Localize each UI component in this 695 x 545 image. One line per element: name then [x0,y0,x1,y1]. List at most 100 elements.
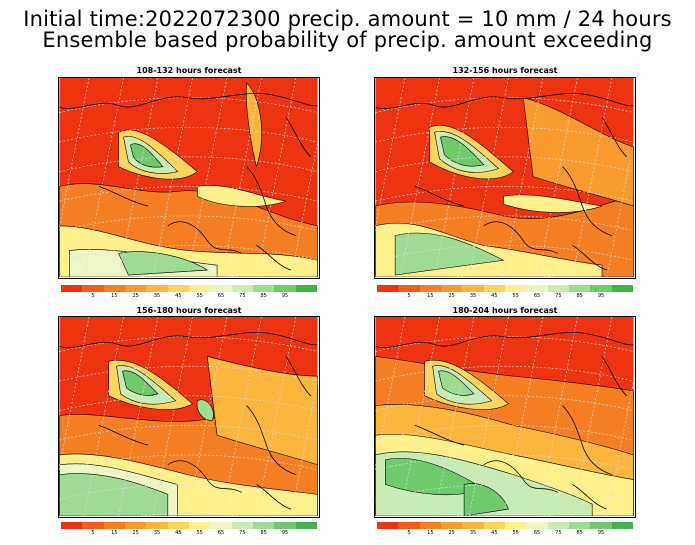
colorbar-tick-label: 15 [111,293,118,299]
colorbar-tick-label: 55 [512,530,519,536]
colorbar-swatch [440,522,463,529]
colorbar-swatch [210,285,232,292]
panel-title-2: 132-156 hours forecast [452,66,558,75]
colorbar-tick-label: 25 [448,530,455,536]
colorbar-swatch [590,285,612,292]
colorbar-tick-label: 5 [407,530,411,536]
colorbar-tick-label: 35 [153,530,161,536]
colorbar-swatch [274,285,296,292]
colorbar-tick-label: 95 [281,530,289,536]
colorbar-swatch [568,522,591,529]
colorbar-swatch [103,522,125,529]
colorbar-swatch [295,522,317,529]
colorbar-swatch [295,285,317,292]
probability-region [438,370,475,396]
colorbar-tick-label: 35 [469,530,477,536]
colorbar-swatch [167,522,189,529]
colorbar-swatch [61,522,83,529]
colorbar-tick-label: 75 [555,530,562,536]
colorbar-tick-label: 15 [427,293,434,299]
colorbar-tick-label: 45 [175,293,182,299]
colorbar-tick-label: 85 [576,530,583,536]
colorbar-tick-label: 45 [175,530,182,536]
colorbar-swatch [462,285,484,292]
colorbar-swatch [483,522,505,529]
probability-region [59,473,169,516]
colorbar-labels-2: 5 15 25 35 45 55 65 75 85 95 [377,293,633,301]
colorbar-tick-label: 5 [407,293,411,299]
probability-map-4 [374,316,636,518]
colorbar-tick-label: 65 [533,530,541,536]
colorbar-swatch [124,285,147,292]
colorbar-tick-label: 45 [491,293,498,299]
colorbar-tick-label: 55 [512,293,519,299]
figure-title-line2: Ensemble based probability of precip. am… [42,28,653,52]
colorbar-swatch [82,522,104,529]
colorbar-swatch [504,285,527,292]
probability-region [197,185,287,207]
colorbar-swatch [419,522,441,529]
colorbar-tick-label: 65 [217,530,225,536]
colorbar-tick-label: 75 [239,293,246,299]
colorbar-swatch [61,285,83,292]
colorbar-tick-label: 5 [91,530,95,536]
colorbar-tick-label: 65 [217,293,225,299]
colorbar-swatch [252,522,275,529]
probability-region [122,370,159,396]
colorbar-tick-label: 55 [196,293,203,299]
colorbar-tick-label: 75 [555,293,562,299]
colorbar-tick-label: 25 [132,530,139,536]
colorbar-4 [377,522,633,529]
colorbar-swatch [611,522,633,529]
colorbar-swatch [167,285,189,292]
colorbar-swatch [188,285,211,292]
colorbar-swatch [590,522,612,529]
colorbar-tick-label: 85 [260,293,267,299]
colorbar-tick-label: 35 [469,293,477,299]
colorbar-tick-label: 65 [533,293,541,299]
colorbar-swatch [103,285,125,292]
colorbar-tick-label: 55 [196,530,203,536]
colorbar-tick-label: 85 [260,530,267,536]
probability-region [130,143,164,168]
colorbar-labels-3: 5 15 25 35 45 55 65 75 85 95 [61,530,317,538]
colorbar-tick-label: 45 [491,530,498,536]
colorbar-2 [377,285,633,292]
colorbar-swatch [82,285,104,292]
colorbar-swatch [547,285,569,292]
colorbar-swatch [252,285,275,292]
colorbar-tick-label: 85 [576,293,583,299]
probability-region [503,194,603,213]
colorbar-tick-label: 35 [153,293,161,299]
probability-region [394,232,505,276]
colorbar-3 [61,522,317,529]
colorbar-swatch [146,285,168,292]
panel-title-4: 180-204 hours forecast [452,306,558,315]
colorbar-swatch [231,522,253,529]
colorbar-swatch [611,285,633,292]
probability-region [118,251,209,276]
panel-title-3: 156-180 hours forecast [136,306,242,315]
probability-region [206,356,318,466]
colorbar-swatch [462,522,484,529]
colorbar-swatch [146,522,168,529]
colorbar-swatch [547,522,569,529]
probability-map-2 [374,77,636,279]
colorbar-swatch [377,522,399,529]
probability-region [522,97,634,207]
colorbar-tick-label: 95 [597,293,605,299]
colorbar-swatch [274,522,296,529]
colorbar-1 [61,285,317,292]
colorbar-tick-label: 5 [91,293,95,299]
colorbar-tick-label: 15 [427,530,434,536]
colorbar-swatch [483,285,505,292]
colorbar-swatch [188,522,211,529]
probability-map-1 [58,77,320,279]
colorbar-tick-label: 25 [132,293,139,299]
colorbar-swatch [526,522,548,529]
colorbar-swatch [398,285,420,292]
colorbar-swatch [440,285,463,292]
probability-region [196,399,214,421]
colorbar-swatch [568,285,591,292]
colorbar-swatch [124,522,147,529]
